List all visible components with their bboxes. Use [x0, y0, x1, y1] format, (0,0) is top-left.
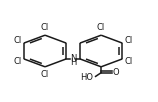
Text: Cl: Cl: [124, 36, 132, 45]
Text: H: H: [70, 58, 76, 67]
Text: Cl: Cl: [14, 57, 22, 66]
Text: Cl: Cl: [14, 36, 22, 45]
Text: Cl: Cl: [97, 23, 105, 32]
Text: N: N: [70, 54, 76, 63]
Text: Cl: Cl: [41, 23, 49, 32]
Text: Cl: Cl: [124, 57, 132, 66]
Text: O: O: [113, 68, 119, 77]
Text: Cl: Cl: [41, 70, 49, 79]
Text: HO: HO: [81, 73, 94, 82]
